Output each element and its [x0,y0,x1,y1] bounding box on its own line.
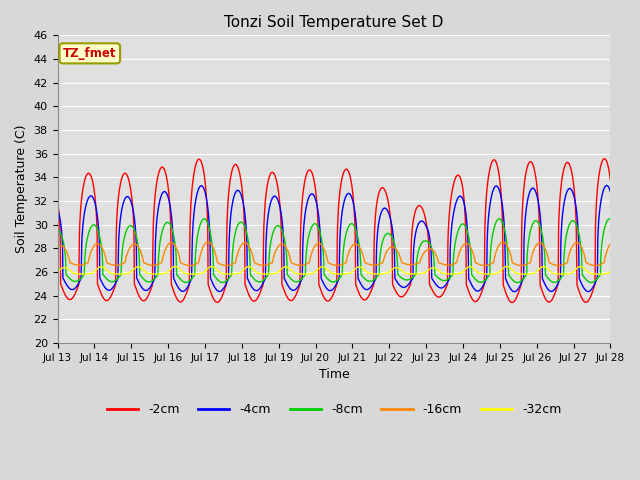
-2cm [177,299,184,305]
-4cm [163,192,171,197]
-32cm [54,269,61,275]
-4cm [511,289,518,295]
-32cm [503,264,511,269]
-8cm [163,219,171,225]
X-axis label: Time: Time [319,368,349,381]
-2cm [492,159,500,165]
Line: -16cm: -16cm [58,242,611,265]
Line: -4cm: -4cm [58,185,611,292]
-16cm [607,241,614,247]
-32cm [541,264,549,270]
-32cm [239,268,246,274]
-16cm [186,263,193,268]
-16cm [420,250,428,256]
-16cm [493,248,500,254]
Line: -32cm: -32cm [58,266,611,274]
-4cm [54,206,61,212]
-4cm [177,288,184,293]
-4cm [239,196,246,202]
-8cm [177,276,184,282]
-8cm [239,220,246,226]
-4cm [492,183,500,189]
-32cm [177,267,184,273]
-8cm [606,216,614,222]
-2cm [54,198,61,204]
-8cm [514,280,522,286]
-8cm [492,220,500,226]
-2cm [420,209,428,215]
-2cm [508,300,516,305]
-32cm [595,271,603,277]
-4cm [603,182,611,188]
-16cm [54,245,61,251]
-2cm [541,295,549,301]
Line: -8cm: -8cm [58,219,611,283]
-4cm [541,282,549,288]
-2cm [239,189,246,194]
-16cm [499,239,507,245]
Title: Tonzi Soil Temperature Set D: Tonzi Soil Temperature Set D [224,15,444,30]
-16cm [541,247,549,252]
-32cm [420,270,428,276]
-8cm [420,238,428,244]
-16cm [163,243,171,249]
-2cm [163,177,171,182]
-32cm [607,269,614,275]
Text: TZ_fmet: TZ_fmet [63,47,116,60]
Legend: -2cm, -4cm, -8cm, -16cm, -32cm: -2cm, -4cm, -8cm, -16cm, -32cm [102,398,566,421]
-32cm [163,270,171,276]
-4cm [607,189,614,194]
-2cm [607,178,614,183]
-8cm [541,264,549,270]
-8cm [607,216,614,222]
Y-axis label: Soil Temperature (C): Soil Temperature (C) [15,125,28,253]
-8cm [54,227,61,233]
-32cm [492,271,500,276]
-16cm [239,241,246,247]
Line: -2cm: -2cm [58,159,611,302]
-2cm [600,156,608,162]
-16cm [177,260,184,265]
-4cm [420,219,428,225]
